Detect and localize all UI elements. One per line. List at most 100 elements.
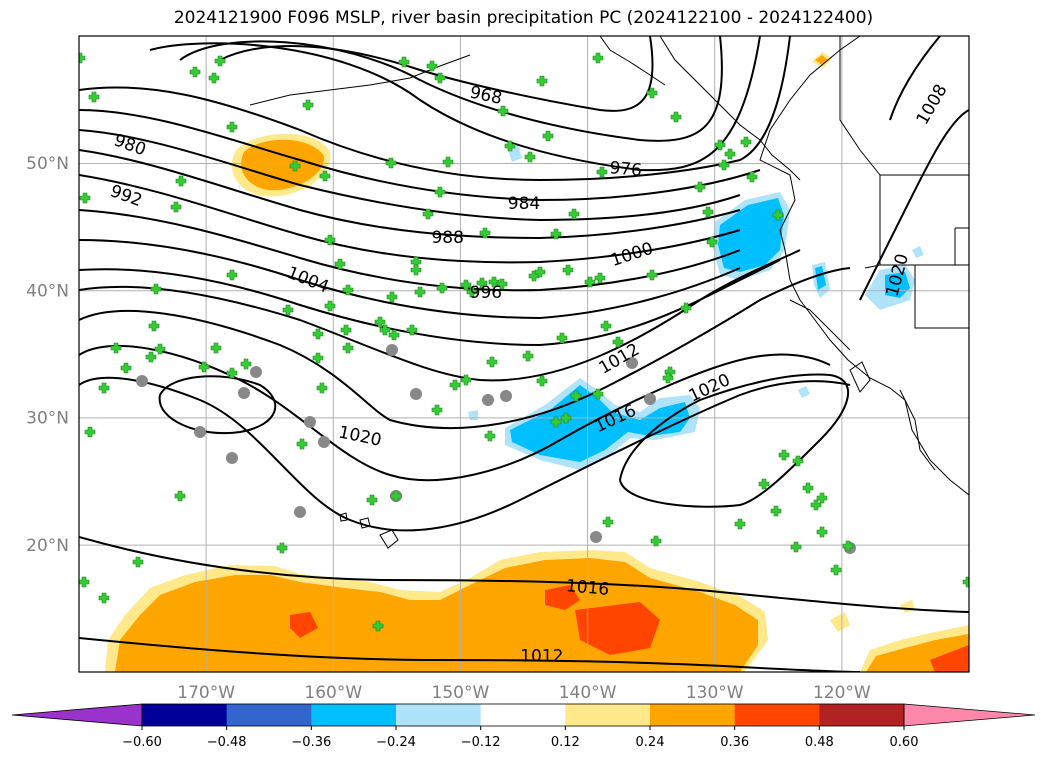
colorbar-label: −0.36 bbox=[291, 735, 331, 750]
station-marker-neutral bbox=[226, 452, 238, 464]
station-marker-positive bbox=[562, 264, 574, 276]
latitude-label: 50°N bbox=[26, 154, 69, 174]
station-marker-positive bbox=[154, 343, 166, 355]
station-marker-positive bbox=[734, 518, 746, 530]
station-marker-positive bbox=[662, 372, 674, 384]
colorbar: −0.60 −0.48 −0.36 −0.24 −0.12 0.12 0.24 0.36 0.4… bbox=[11, 703, 1036, 750]
station-marker-positive bbox=[145, 351, 157, 363]
station-marker-positive bbox=[410, 264, 422, 276]
colorbar-label: −0.48 bbox=[207, 735, 247, 750]
station-marker-positive bbox=[646, 269, 658, 281]
longitude-label: 130°W bbox=[686, 683, 744, 703]
station-marker-positive bbox=[334, 258, 346, 270]
station-marker-positive bbox=[497, 105, 509, 117]
station-marker-positive bbox=[536, 75, 548, 87]
station-marker-positive bbox=[772, 209, 784, 221]
station-marker-positive bbox=[132, 556, 144, 568]
station-marker-positive bbox=[550, 416, 562, 428]
station-marker-neutral bbox=[318, 436, 330, 448]
station-marker-positive bbox=[385, 157, 397, 169]
colorbar-label: −0.12 bbox=[461, 735, 501, 750]
colorbar-bin bbox=[565, 704, 651, 726]
station-marker-positive bbox=[830, 564, 842, 576]
isobar-label: 976 bbox=[609, 158, 643, 181]
station-marker-positive bbox=[694, 181, 706, 193]
station-marker-positive bbox=[842, 540, 854, 552]
station-marker-positive bbox=[386, 291, 398, 303]
station-marker-positive bbox=[198, 361, 210, 373]
station-marker-positive bbox=[406, 324, 418, 336]
station-marker-positive bbox=[98, 592, 110, 604]
station-marker-positive bbox=[79, 192, 91, 204]
map-title: 2024121900 F096 MSLP, river basin precip… bbox=[173, 8, 874, 28]
station-marker-positive bbox=[84, 426, 96, 438]
isobar-label: 1012 bbox=[520, 647, 563, 667]
station-marker-positive bbox=[476, 277, 488, 289]
station-marker-positive bbox=[189, 66, 201, 78]
station-marker-neutral bbox=[304, 416, 316, 428]
station-marker-positive bbox=[706, 236, 718, 248]
station-marker-neutral bbox=[500, 390, 512, 402]
latitude-label: 20°N bbox=[26, 536, 69, 556]
station-marker-positive bbox=[324, 300, 336, 312]
station-marker-positive bbox=[536, 375, 548, 387]
longitude-label: 170°W bbox=[177, 683, 235, 703]
station-marker-positive bbox=[550, 228, 562, 240]
station-marker-positive bbox=[88, 91, 100, 103]
colorbar-bin bbox=[480, 704, 566, 726]
station-marker-positive bbox=[449, 379, 461, 391]
latitude-label: 40°N bbox=[26, 281, 69, 301]
station-marker-positive bbox=[596, 166, 608, 178]
station-marker-positive bbox=[714, 139, 726, 151]
station-marker-positive bbox=[324, 234, 336, 246]
station-marker-neutral bbox=[626, 357, 638, 369]
station-marker-positive bbox=[312, 328, 324, 340]
station-marker-positive bbox=[388, 329, 400, 341]
station-marker-positive bbox=[366, 494, 378, 506]
station-marker-neutral bbox=[590, 531, 602, 543]
station-marker-positive bbox=[282, 304, 294, 316]
station-marker-neutral bbox=[482, 394, 494, 406]
station-marker-neutral bbox=[238, 387, 250, 399]
colorbar-bin bbox=[734, 704, 820, 726]
station-marker-neutral bbox=[644, 393, 656, 405]
station-marker-positive bbox=[488, 276, 500, 288]
station-marker-positive bbox=[289, 160, 301, 172]
isobar-label: 1016 bbox=[565, 576, 610, 600]
station-marker-positive bbox=[110, 342, 122, 354]
station-marker-positive bbox=[504, 140, 516, 152]
station-marker-positive bbox=[414, 286, 426, 298]
isobar-label: 996 bbox=[470, 283, 502, 303]
station-marker-neutral bbox=[410, 388, 422, 400]
station-marker-positive bbox=[226, 269, 238, 281]
station-marker-positive bbox=[792, 455, 804, 467]
station-marker-positive bbox=[770, 505, 782, 517]
station-marker-positive bbox=[702, 206, 714, 218]
station-marker-positive bbox=[778, 449, 790, 461]
longitude-label: 160°W bbox=[304, 683, 362, 703]
station-marker-positive bbox=[816, 492, 828, 504]
mslp-isobars bbox=[79, 36, 969, 672]
station-marker-positive bbox=[568, 208, 580, 220]
colorbar-extend-low bbox=[11, 703, 143, 727]
coastlines bbox=[249, 36, 969, 549]
map-frame bbox=[78, 35, 970, 673]
station-marker-positive bbox=[646, 87, 658, 99]
colorbar-bin bbox=[650, 704, 736, 726]
station-marker-positive bbox=[436, 282, 448, 294]
station-marker-positive bbox=[484, 430, 496, 442]
station-marker-neutral bbox=[250, 366, 262, 378]
station-marker-positive bbox=[434, 72, 446, 84]
station-markers bbox=[79, 52, 969, 632]
station-marker-positive bbox=[319, 170, 331, 182]
station-marker-positive bbox=[802, 482, 814, 494]
precip-positive-shading bbox=[105, 52, 969, 672]
colorbar-bin bbox=[311, 704, 397, 726]
station-marker-positive bbox=[592, 388, 604, 400]
station-marker-positive bbox=[612, 336, 624, 348]
station-marker-positive bbox=[398, 56, 410, 68]
station-marker-positive bbox=[431, 404, 443, 416]
station-marker-positive bbox=[816, 526, 828, 538]
colorbar-bin bbox=[226, 704, 312, 726]
station-marker-positive bbox=[602, 516, 614, 528]
